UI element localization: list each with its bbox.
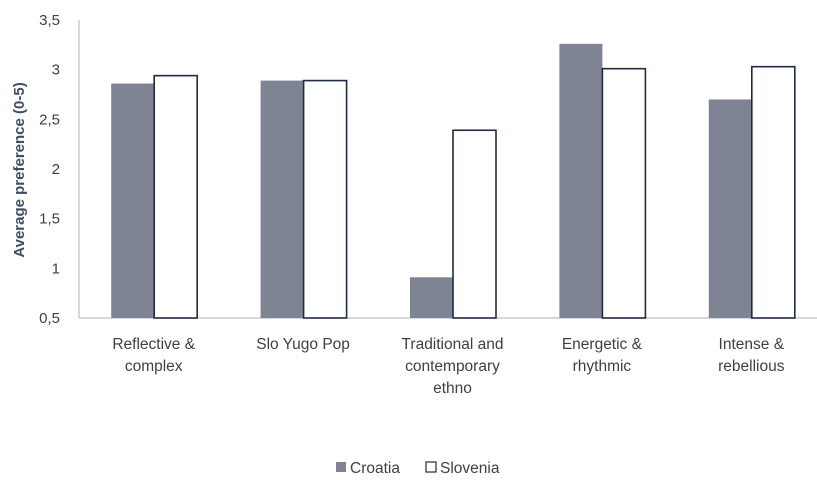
bar-croatia: [260, 80, 304, 319]
x-category-label: Traditional and contemporary ethno: [402, 336, 504, 397]
legend-swatch-croatia: [336, 462, 346, 472]
bar-croatia: [559, 43, 603, 319]
bar-slovenia: [452, 129, 497, 319]
bar-croatia: [410, 277, 453, 318]
y-tick-label: 0,5: [39, 310, 60, 327]
legend-label-croatia: Croatia: [350, 460, 400, 477]
x-category-label: Slo Yugo Pop: [256, 336, 350, 353]
bar-slovenia: [750, 65, 796, 319]
y-tick-label: 3,5: [39, 12, 60, 29]
y-tick-label: 1: [52, 260, 60, 277]
bar-slovenia: [601, 67, 647, 319]
legend-label-slovenia: Slovenia: [440, 460, 500, 477]
x-category-label: Reflective & complex: [112, 336, 195, 375]
bar-slovenia: [302, 79, 348, 319]
bar-slovenia: [153, 74, 198, 319]
y-tick-label: 2,5: [39, 111, 60, 128]
bar-croatia: [111, 83, 155, 318]
y-tick-label: 2: [52, 161, 60, 178]
y-tick-label: 3: [52, 62, 60, 79]
y-tick-label: 1,5: [39, 211, 60, 228]
y-axis-label: Average preference (0-5): [11, 82, 28, 257]
x-category-label: Intense & rebellious: [718, 336, 785, 375]
legend-swatch-slovenia: [425, 461, 437, 473]
x-category-label: Energetic & rhythmic: [562, 336, 643, 375]
bar-croatia: [708, 99, 752, 318]
